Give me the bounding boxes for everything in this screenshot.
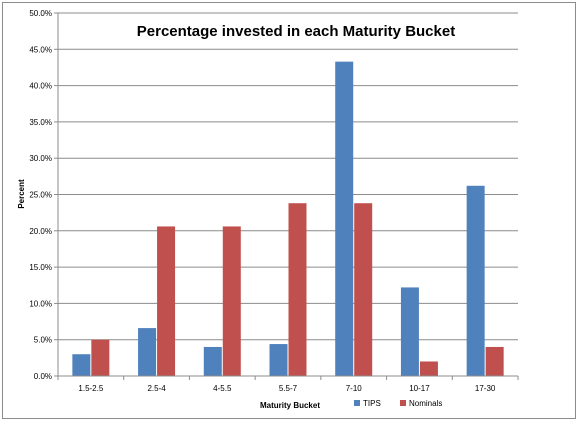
bar-tips-10-17 [400,287,419,376]
bar-tips-5.5-7 [269,344,288,376]
bar-tips-1.5-2.5 [72,354,91,376]
bar-nominals-1.5-2.5 [91,339,110,376]
x-tick-label: 7-10 [346,384,363,393]
gridlines [58,12,518,341]
y-tick-label: 25.0% [29,191,52,200]
legend-label-tips: TIPS [363,399,381,408]
y-axis-label: Percent [17,179,26,209]
y-tick-label: 50.0% [29,9,52,18]
bar-tips-7-10 [335,61,354,376]
y-tick-label: 40.0% [29,82,52,91]
y-tick-label: 35.0% [29,118,52,127]
x-tick-label: 17-30 [475,384,496,393]
bar-tips-4-5.5 [203,346,222,376]
bar-tips-17-30 [466,185,485,376]
legend-swatch-nominals [400,400,406,406]
bar-nominals-10-17 [419,361,438,376]
y-tick-label: 30.0% [29,154,52,163]
bars [72,61,504,376]
y-tick-label: 10.0% [29,299,52,308]
bar-nominals-5.5-7 [288,203,307,376]
x-tick-label: 10-17 [409,384,430,393]
x-tick-label: 2.5-4 [147,384,166,393]
legend: TIPS Nominals [354,399,442,408]
x-tick-label: 5.5-7 [279,384,298,393]
x-tick-label: 1.5-2.5 [78,384,103,393]
bar-nominals-7-10 [354,203,373,376]
y-tick-label: 45.0% [29,45,52,54]
bar-nominals-4-5.5 [222,226,241,376]
bar-tips-2.5-4 [138,328,157,376]
y-tick-label: 5.0% [34,336,52,345]
x-axis-label: Maturity Bucket [260,401,320,410]
y-tick-label: 20.0% [29,227,52,236]
chart-title: Percentage invested in each Maturity Buc… [137,23,455,40]
x-tick-label: 4-5.5 [213,384,232,393]
y-tick-label: 15.0% [29,263,52,272]
bar-nominals-17-30 [485,346,504,376]
bar-nominals-2.5-4 [157,226,176,376]
x-axis-ticks: 1.5-2.5 2.5-4 4-5.5 5.5-7 7-10 10-17 17-30 [57,376,519,393]
legend-label-nominals: Nominals [409,399,442,408]
y-tick-label: 0.0% [34,372,52,381]
legend-swatch-tips [354,400,360,406]
y-axis-ticks: 0.0% 5.0% 10.0% 15.0% 20.0% 25.0% 30.0% 35.0% 40… [29,9,58,381]
